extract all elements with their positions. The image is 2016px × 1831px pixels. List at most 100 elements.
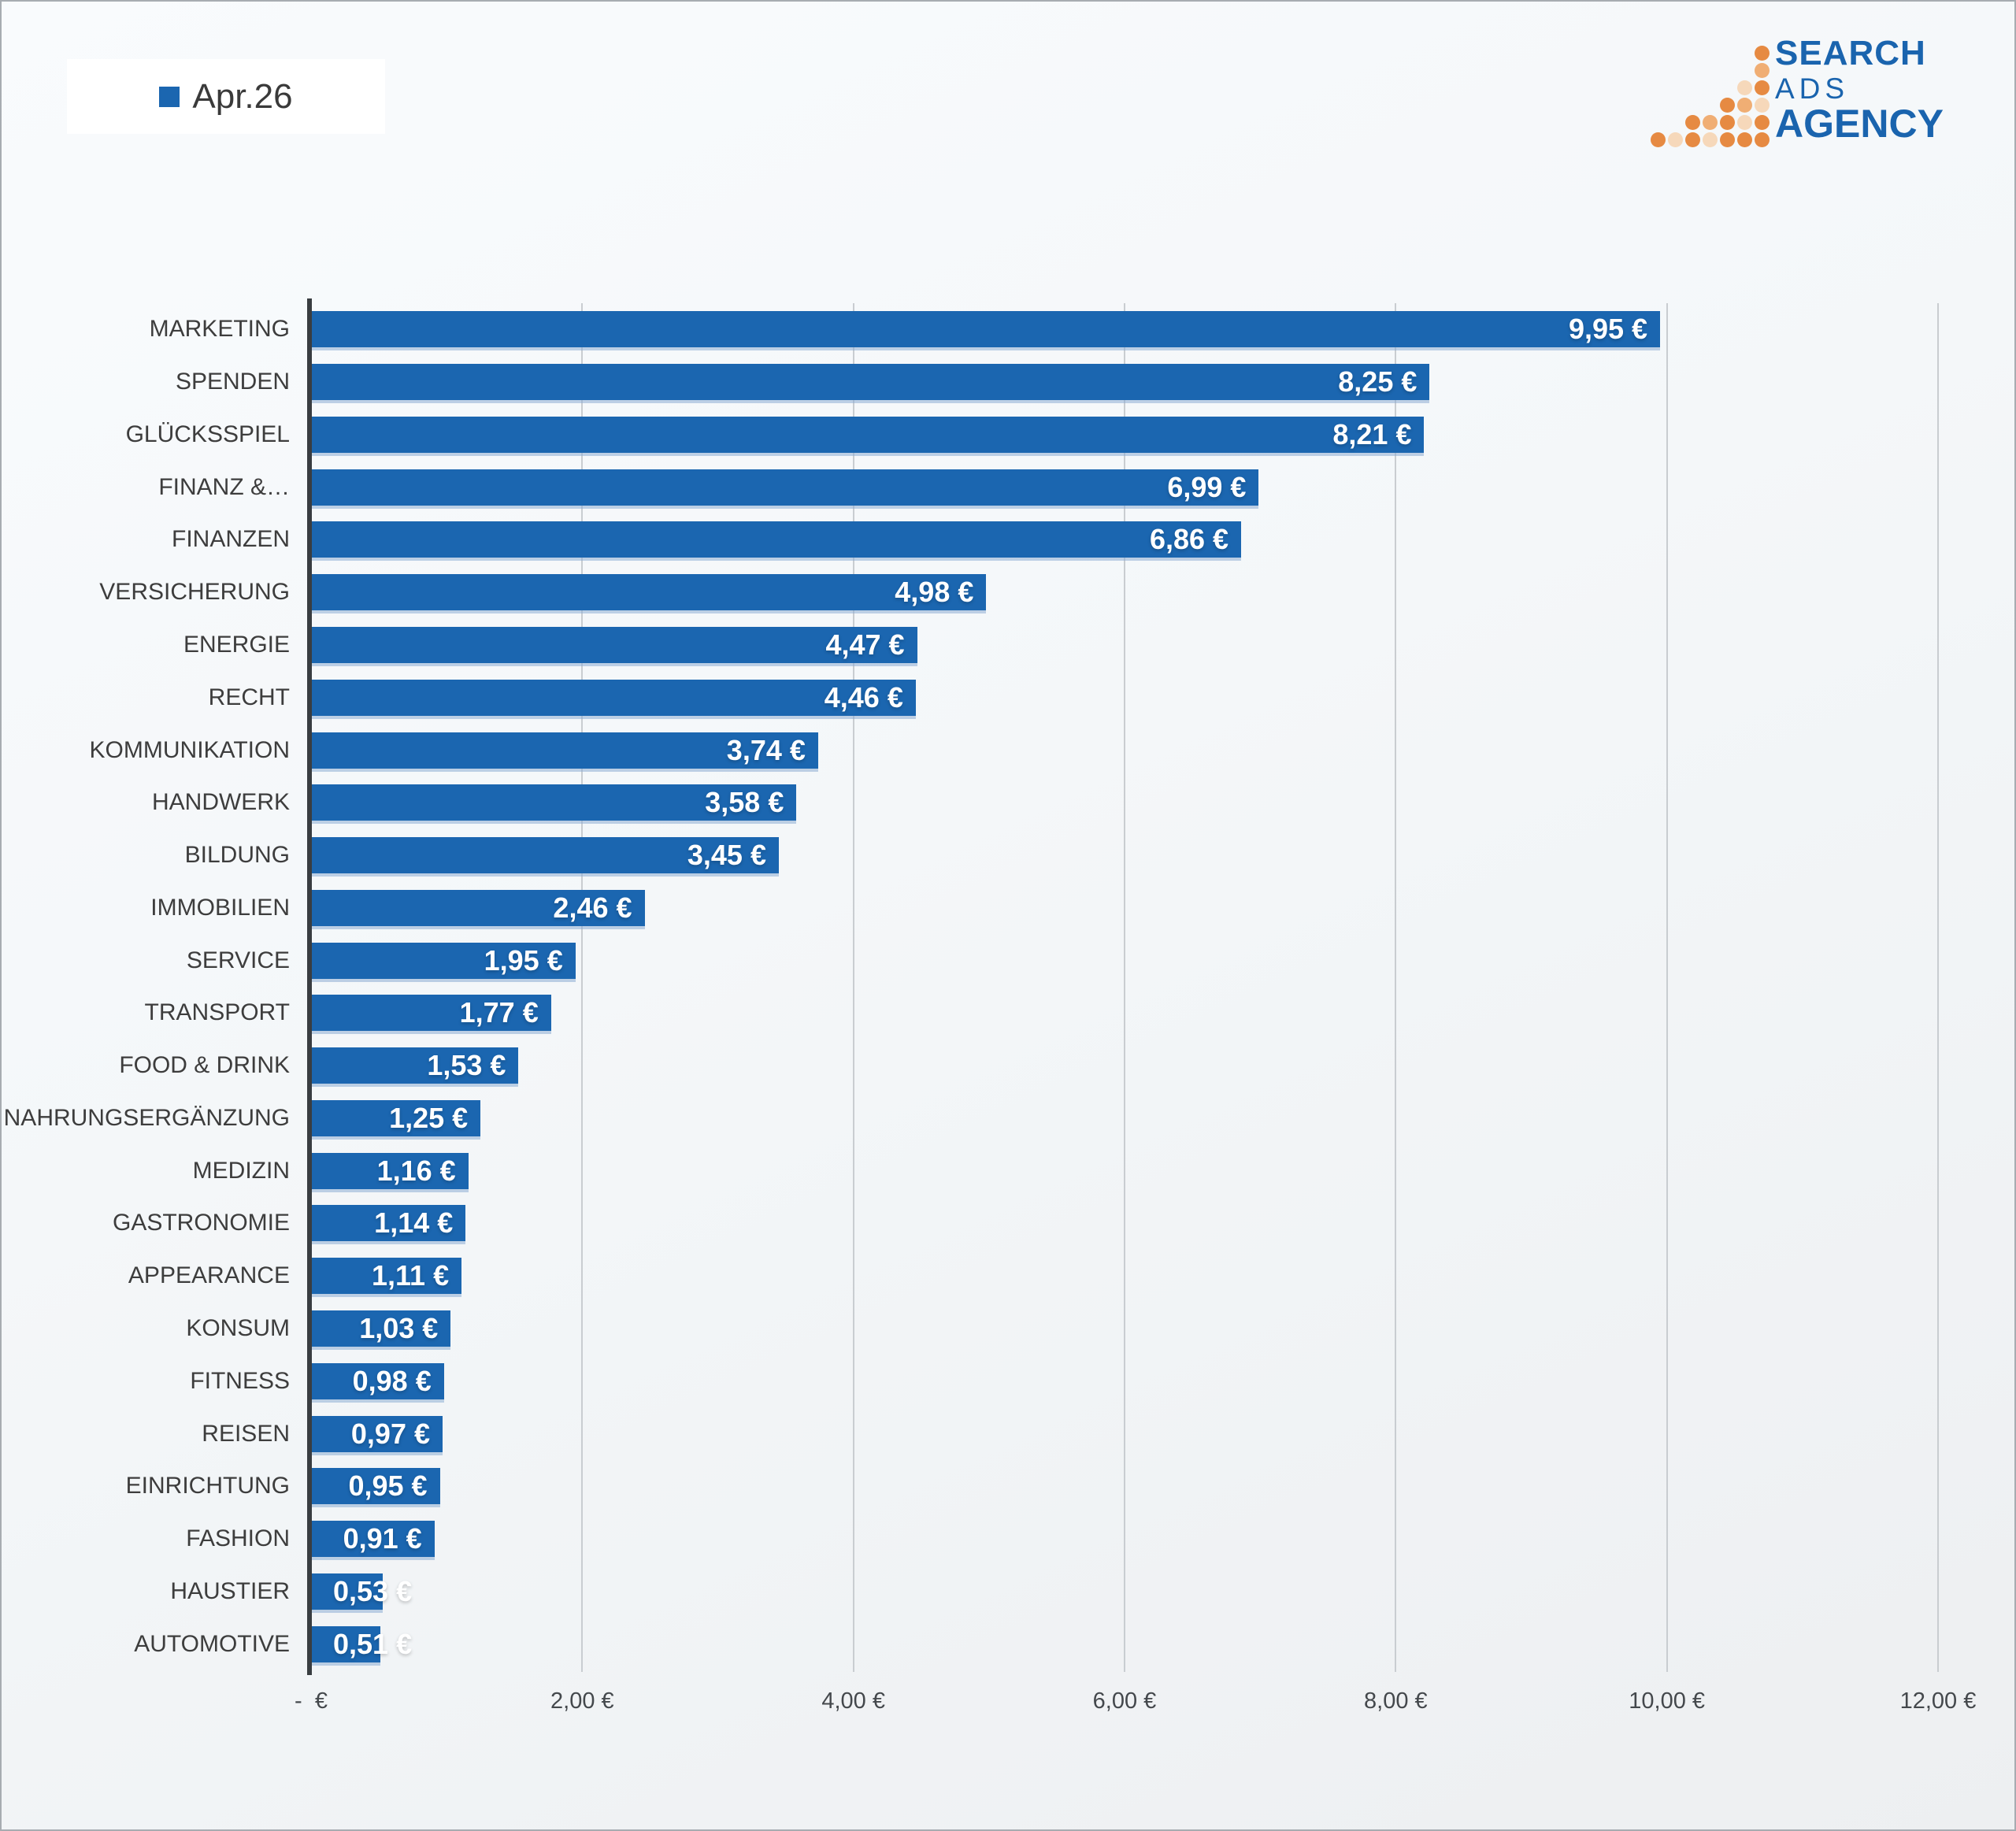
value-label: 0,53 € xyxy=(333,1574,413,1607)
value-label: 8,21 € xyxy=(1332,417,1412,450)
bar-row: REISEN 0,97 € xyxy=(2,1407,2014,1460)
legend: Apr.26 xyxy=(67,59,385,134)
bar-row: APPEARANCE 1,11 € xyxy=(2,1250,2014,1303)
category-label: HANDWERK xyxy=(151,789,290,816)
bar-row: TRANSPORT 1,77 € xyxy=(2,987,2014,1040)
bar: 1,03 € xyxy=(311,1310,451,1347)
bar: 0,95 € xyxy=(311,1468,440,1505)
value-label: 2,46 € xyxy=(553,891,632,924)
logo-dots-icon xyxy=(1649,44,1770,148)
bar: 0,91 € xyxy=(311,1521,435,1558)
logo-dot-icon xyxy=(1667,132,1683,147)
y-axis-line xyxy=(307,298,312,1675)
bar-row: SERVICE 1,95 € xyxy=(2,934,2014,987)
category-label: REISEN xyxy=(202,1420,290,1447)
bar: 0,97 € xyxy=(311,1415,443,1452)
category-label: MARKETING xyxy=(149,316,290,343)
value-label: 6,99 € xyxy=(1167,470,1247,503)
bar: 4,47 € xyxy=(311,626,917,663)
category-label: FOOD & DRINK xyxy=(119,1052,290,1079)
bar-row: FASHION 0,91 € xyxy=(2,1513,2014,1566)
category-label: MEDIZIN xyxy=(192,1157,290,1184)
bar-row: GASTRONOMIE 1,14 € xyxy=(2,1197,2014,1250)
category-label: KOMMUNIKATION xyxy=(89,736,290,763)
category-label: FINANZ &… xyxy=(158,473,290,500)
bar: 4,98 € xyxy=(311,574,987,611)
bar: 1,25 € xyxy=(311,1099,481,1136)
logo-dot-icon xyxy=(1754,114,1770,130)
bar-row: HAUSTIER 0,53 € xyxy=(2,1565,2014,1618)
value-label: 9,95 € xyxy=(1568,313,1648,346)
bar-row: FOOD & DRINK 1,53 € xyxy=(2,1040,2014,1092)
bar: 9,95 € xyxy=(311,311,1661,348)
category-label: FASHION xyxy=(186,1525,290,1552)
bar: 0,53 € xyxy=(311,1573,412,1610)
value-label: 3,58 € xyxy=(705,786,784,819)
value-label: 0,91 € xyxy=(343,1522,422,1555)
bar: 1,53 € xyxy=(311,1047,519,1084)
bar-row: FINANZ &… 6,99 € xyxy=(2,461,2014,513)
value-label: 3,45 € xyxy=(687,839,766,872)
category-label: APPEARANCE xyxy=(128,1262,290,1289)
value-label: 0,51 € xyxy=(333,1627,413,1660)
x-tick-label: 6,00 € xyxy=(1092,1688,1157,1714)
bar: 2,46 € xyxy=(311,889,645,926)
bar-row: KOMMUNIKATION 3,74 € xyxy=(2,724,2014,777)
bar: 6,86 € xyxy=(311,521,1242,558)
logo-dot-icon xyxy=(1702,132,1718,147)
logo-dot-icon xyxy=(1754,45,1770,61)
category-label: FITNESS xyxy=(190,1367,290,1394)
bar: 8,21 € xyxy=(311,416,1425,453)
category-label: VERSICHERUNG xyxy=(99,579,290,606)
logo-dot-icon xyxy=(1684,114,1700,130)
bar-row: ENERGIE 4,47 € xyxy=(2,619,2014,672)
bar: 8,25 € xyxy=(311,364,1430,401)
category-label: AUTOMOTIVE xyxy=(134,1630,290,1657)
logo-dot-icon xyxy=(1719,97,1735,113)
logo-word-agency: AGENCY xyxy=(1775,102,1944,146)
bar: 1,14 € xyxy=(311,1205,466,1242)
value-label: 4,46 € xyxy=(824,680,903,713)
x-tick-label: 2,00 € xyxy=(550,1688,614,1714)
bar: 1,11 € xyxy=(311,1258,462,1295)
value-label: 8,25 € xyxy=(1338,365,1418,398)
x-tick-label: 4,00 € xyxy=(821,1688,885,1714)
bar-row: NAHRUNGSERGÄNZUNG 1,25 € xyxy=(2,1092,2014,1145)
bar-row: IMMOBILIEN 2,46 € xyxy=(2,881,2014,934)
value-label: 4,47 € xyxy=(825,628,905,661)
value-label: 1,53 € xyxy=(427,1049,506,1082)
value-label: 0,95 € xyxy=(348,1470,428,1503)
bar-row: HANDWERK 3,58 € xyxy=(2,777,2014,829)
logo-dot-icon xyxy=(1754,62,1770,78)
bar: 1,77 € xyxy=(311,995,551,1032)
logo-dot-icon xyxy=(1736,97,1752,113)
logo-dot-icon xyxy=(1702,114,1718,130)
bar: 3,58 € xyxy=(311,784,797,821)
bar: 0,98 € xyxy=(311,1362,444,1399)
bar-row: MARKETING 9,95 € xyxy=(2,303,2014,356)
category-label: IMMOBILIEN xyxy=(150,894,290,921)
gridline xyxy=(852,303,854,1672)
bar-row: GLÜCKSSPIEL 8,21 € xyxy=(2,409,2014,461)
bar-row: KONSUM 1,03 € xyxy=(2,1303,2014,1355)
logo-dot-icon xyxy=(1719,132,1735,147)
value-label: 1,95 € xyxy=(484,943,563,977)
value-label: 0,97 € xyxy=(350,1417,430,1450)
logo-dot-icon xyxy=(1684,132,1700,147)
bar: 6,99 € xyxy=(311,469,1259,506)
value-label: 1,77 € xyxy=(459,996,539,1029)
bar-row: AUTOMOTIVE 0,51 € xyxy=(2,1618,2014,1670)
x-tick-label: 12,00 € xyxy=(1899,1688,1977,1714)
value-label: 4,98 € xyxy=(895,576,974,609)
category-label: FINANZEN xyxy=(172,526,290,553)
category-label: KONSUM xyxy=(186,1314,290,1341)
bar-row: RECHT 4,46 € xyxy=(2,671,2014,724)
category-label: HAUSTIER xyxy=(170,1577,290,1604)
category-label: ENERGIE xyxy=(183,631,290,658)
bar: 1,95 € xyxy=(311,942,576,979)
logo-word-search: SEARCH xyxy=(1775,34,1926,72)
logo-dot-icon xyxy=(1736,80,1752,95)
gridline xyxy=(1937,303,1939,1672)
value-label: 1,25 € xyxy=(389,1101,469,1134)
